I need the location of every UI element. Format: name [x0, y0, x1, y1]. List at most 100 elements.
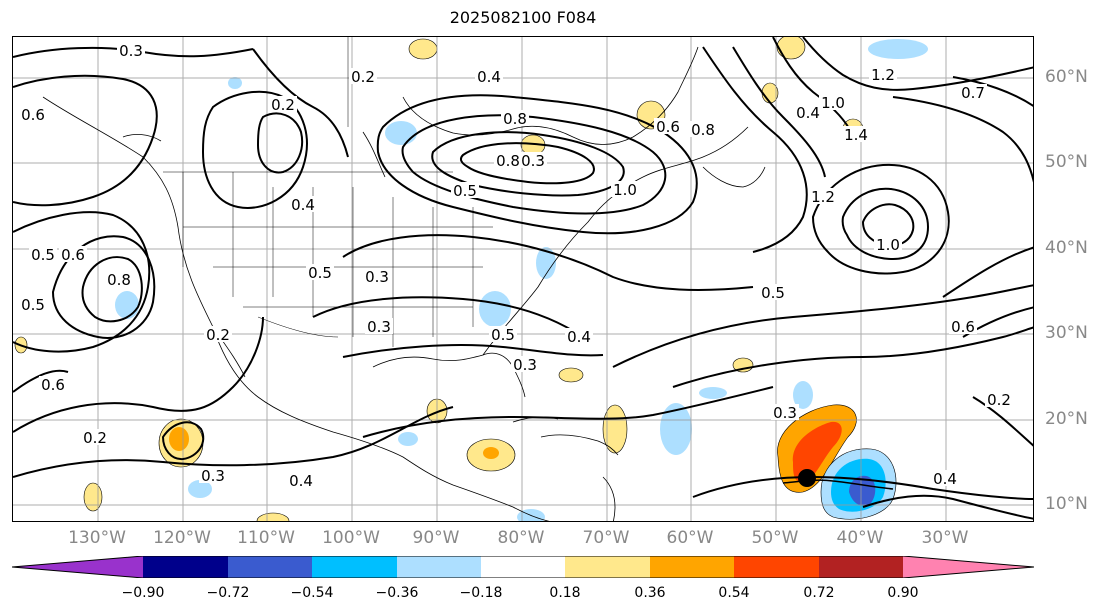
- contour-label-bg: [759, 284, 787, 300]
- contour-label: 0.3: [521, 152, 545, 170]
- contour-label-bg: [81, 429, 109, 445]
- shade-patch: [699, 387, 727, 399]
- shade-patch: [776, 37, 806, 60]
- contour-label: 0.4: [567, 328, 591, 346]
- shade-patch: [660, 403, 692, 455]
- shade-patch: [479, 291, 511, 327]
- map-canvas[interactable]: 0.30.40.81.21.00.70.60.20.50.40.20.50.30…: [13, 37, 1034, 522]
- coastlines: [42, 46, 766, 521]
- contour-label: 0.3: [201, 467, 225, 485]
- latitude-label: 20°N: [1045, 409, 1088, 429]
- contour-label-bg: [199, 467, 227, 483]
- borders: [163, 37, 493, 347]
- latitude-label: 10°N: [1045, 494, 1088, 514]
- contour-label-bg: [269, 96, 297, 112]
- shade-patch: [868, 39, 928, 59]
- shade-patch: [408, 38, 438, 60]
- shade-patch: [398, 432, 418, 446]
- contour-label-bg: [931, 470, 959, 486]
- contour-label-bg: [451, 182, 479, 198]
- colorbar-segments: [12, 556, 1034, 578]
- contour-label: 0.2: [206, 326, 230, 344]
- contour-label-bg: [874, 236, 902, 252]
- contour-label-bg: [819, 94, 847, 110]
- contour-label-bg: [842, 126, 870, 142]
- contour-label: 0.6: [21, 106, 45, 124]
- contour-label: 0.3: [365, 268, 389, 286]
- latitude-label: 50°N: [1045, 152, 1088, 172]
- contour-label-bg: [809, 188, 837, 204]
- contour-label: 0.4: [933, 470, 957, 488]
- contour-label-bg: [59, 246, 87, 262]
- contour-label: 0.4: [291, 196, 315, 214]
- contour-label-bg: [489, 326, 517, 342]
- colorbar-tick-label: 0.54: [718, 585, 750, 601]
- contour-label-bg: [565, 328, 593, 344]
- colorbar-tick-label: −0.54: [290, 585, 334, 601]
- storm-center-marker[interactable]: [798, 469, 816, 487]
- colorbar-segment: [734, 556, 819, 578]
- shade-patch: [228, 77, 242, 89]
- contour-label: 1.0: [876, 236, 900, 254]
- shade-patch: [115, 291, 139, 319]
- shade-patch: [558, 367, 584, 383]
- contour-label: 0.6: [61, 246, 85, 264]
- contour-label-bg: [363, 268, 391, 284]
- shade-patch: [385, 121, 417, 145]
- colorbar-segment: [12, 556, 143, 578]
- contour-label: 0.5: [761, 284, 785, 302]
- shade-patch: [536, 247, 556, 279]
- contour-label-bg: [949, 318, 977, 334]
- contour-label: 0.6: [41, 376, 65, 394]
- colorbar-tick-label: −0.18: [459, 585, 503, 601]
- contour-label-bg: [771, 404, 799, 420]
- contour-label-bg: [19, 106, 47, 122]
- colorbar-segment: [143, 556, 228, 578]
- contour-label-bg: [349, 68, 377, 84]
- contour-label-bg: [511, 356, 539, 372]
- longitude-label: 60°W: [666, 528, 714, 548]
- contour-label-bg: [29, 246, 57, 262]
- colorbar-tick-label: −0.72: [206, 585, 250, 601]
- contour-label: 0.3: [119, 42, 143, 60]
- contour-label: 0.5: [31, 246, 55, 264]
- contour-label-bg: [985, 391, 1013, 407]
- longitude-label: 40°W: [836, 528, 884, 548]
- contour-label: 0.5: [453, 182, 477, 200]
- contour-label: 0.8: [496, 152, 520, 170]
- contour-label: 0.2: [987, 391, 1011, 409]
- contour-label-bg: [306, 264, 334, 280]
- colorbar-segment: [397, 556, 481, 578]
- contour-label: 0.5: [308, 264, 332, 282]
- map-title: 2025082100 F084: [449, 8, 597, 27]
- longitude-label: 90°W: [412, 528, 460, 548]
- shade-patch: [188, 480, 212, 498]
- colorbar-segment: [903, 556, 1034, 578]
- colorbar-tick-label: 0.18: [549, 585, 581, 601]
- shade-patch: [793, 381, 813, 409]
- longitude-label: 70°W: [582, 528, 630, 548]
- colorbar-tick-label: 0.72: [803, 585, 835, 601]
- contour-label-bg: [19, 296, 47, 312]
- contour-label: 0.2: [351, 68, 375, 86]
- map-panel[interactable]: 0.3 0.4 0.8 1.2 1.0 0.7 0.6 0.2 0.5 0.4 0.2 0.5 0.3 0…: [12, 36, 1034, 522]
- colorbar-tick-label: −0.90: [121, 585, 165, 601]
- contour-label: 0.5: [21, 296, 45, 314]
- contour-label-bg: [204, 326, 232, 342]
- longitude-label: 50°W: [751, 528, 799, 548]
- contours: [13, 37, 1033, 520]
- latitude-label: 30°N: [1045, 323, 1088, 343]
- contour-label-bg: [39, 376, 67, 392]
- contour-label-bg: [869, 66, 897, 82]
- contour-label: 0.4: [796, 104, 820, 122]
- contour-label: 0.6: [656, 118, 680, 136]
- contour-label: 0.3: [773, 404, 797, 422]
- contour-label-bg: [105, 271, 133, 287]
- longitude-label: 110°W: [237, 528, 295, 548]
- contour-label-bg: [654, 118, 682, 134]
- longitude-label: 120°W: [153, 528, 211, 548]
- contour-label: 0.8: [107, 271, 131, 289]
- contour-label-bg: [611, 181, 639, 197]
- shade-patch: [169, 427, 189, 451]
- contour-label: 0.6: [951, 318, 975, 336]
